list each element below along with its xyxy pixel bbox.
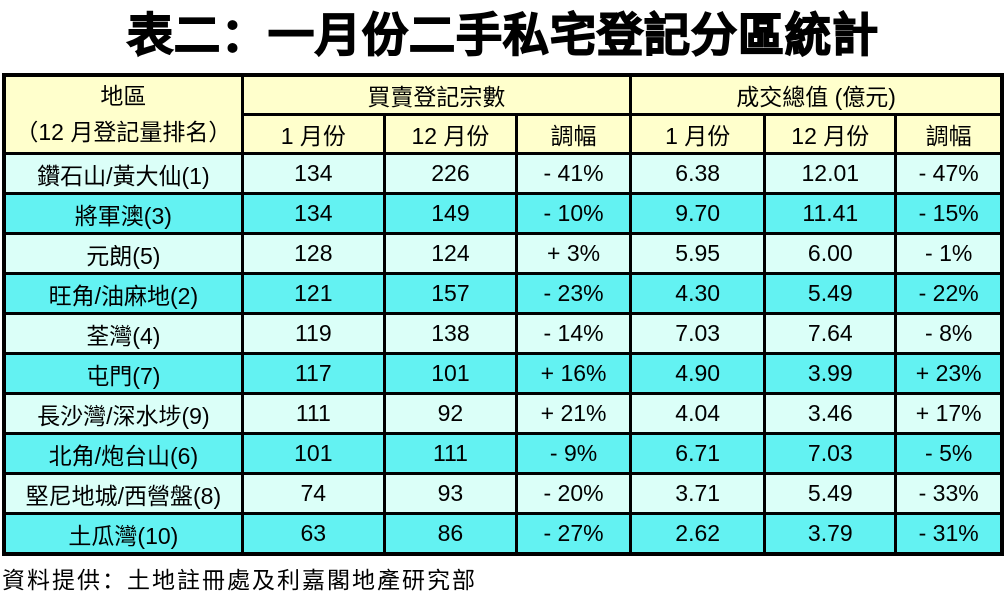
cell-value-change: - 8%	[894, 312, 1004, 355]
cell-value-change: - 33%	[894, 472, 1004, 515]
cell-dec-count: 226	[382, 152, 519, 195]
cell-jan-value: 7.03	[629, 312, 767, 355]
header-row-groups: 地區 （12 月登記量排名） 買賣登記宗數 成交總值 (億元)	[2, 73, 1004, 155]
cell-region: 旺角/油麻地(2)	[2, 272, 244, 315]
cell-dec-value: 3.79	[763, 512, 898, 556]
district-stats-table: 地區 （12 月登記量排名） 買賣登記宗數 成交總值 (億元) 1 月份 12 …	[2, 73, 1004, 556]
cell-count-change: - 23%	[514, 272, 633, 315]
cell-count-change: - 14%	[514, 312, 633, 355]
cell-jan-count: 128	[240, 232, 386, 275]
cell-region: 將軍澳(3)	[2, 192, 244, 235]
cell-count-change: + 3%	[514, 232, 633, 275]
header-row-sub: 1 月份 12 月份 調幅 1 月份 12 月份 調幅	[4, 113, 1004, 155]
cell-region: 土瓜灣(10)	[2, 512, 244, 556]
header-count-change: 調幅	[514, 113, 633, 155]
table-row: 屯門(7) 117 101 + 16% 4.90 3.99 + 23%	[2, 352, 1004, 395]
cell-value-change: - 22%	[894, 272, 1004, 315]
cell-jan-count: 111	[240, 392, 386, 435]
cell-dec-count: 101	[382, 352, 519, 395]
table-row: 北角/炮台山(6) 101 111 - 9% 6.71 7.03 - 5%	[2, 432, 1004, 475]
cell-jan-count: 134	[240, 192, 386, 235]
cell-count-change: - 27%	[514, 512, 633, 556]
cell-dec-count: 124	[382, 232, 519, 275]
cell-count-change: - 20%	[514, 472, 633, 515]
cell-count-change: - 10%	[514, 192, 633, 235]
cell-jan-value: 4.04	[629, 392, 767, 435]
table-row: 將軍澳(3) 134 149 - 10% 9.70 11.41 - 15%	[2, 192, 1004, 235]
cell-value-change: + 23%	[894, 352, 1004, 395]
cell-dec-value: 5.49	[763, 472, 898, 515]
cell-region: 長沙灣/深水埗(9)	[2, 392, 244, 435]
cell-value-change: + 17%	[894, 392, 1004, 435]
cell-jan-value: 6.71	[629, 432, 767, 475]
cell-dec-value: 7.03	[763, 432, 898, 475]
cell-value-change: - 47%	[894, 152, 1004, 195]
cell-jan-value: 4.30	[629, 272, 767, 315]
cell-jan-count: 63	[240, 512, 386, 556]
cell-region: 荃灣(4)	[2, 312, 244, 355]
header-region-line1: 地區	[100, 82, 147, 109]
cell-region: 元朗(5)	[2, 232, 244, 275]
cell-dec-value: 3.99	[763, 352, 898, 395]
cell-region: 鑽石山/黃大仙(1)	[2, 152, 244, 195]
cell-region: 北角/炮台山(6)	[2, 432, 244, 475]
cell-count-change: - 9%	[514, 432, 633, 475]
header-value-jan: 1 月份	[629, 113, 767, 155]
table-row: 土瓜灣(10) 63 86 - 27% 2.62 3.79 - 31%	[2, 512, 1004, 556]
table-row: 鑽石山/黃大仙(1) 134 226 - 41% 6.38 12.01 - 47…	[2, 152, 1004, 195]
header-count-dec: 12 月份	[382, 113, 519, 155]
cell-dec-value: 12.01	[763, 152, 898, 195]
header-group-registrations: 買賣登記宗數	[240, 73, 633, 116]
cell-value-change: - 1%	[894, 232, 1004, 275]
cell-dec-value: 6.00	[763, 232, 898, 275]
cell-jan-count: 117	[240, 352, 386, 395]
cell-dec-count: 149	[382, 192, 519, 235]
cell-jan-value: 3.71	[629, 472, 767, 515]
cell-region: 堅尼地城/西營盤(8)	[2, 472, 244, 515]
cell-jan-count: 121	[240, 272, 386, 315]
cell-value-change: - 5%	[894, 432, 1004, 475]
cell-dec-value: 7.64	[763, 312, 898, 355]
cell-region: 屯門(7)	[2, 352, 244, 395]
cell-count-change: - 41%	[514, 152, 633, 195]
header-count-jan: 1 月份	[240, 113, 386, 155]
cell-dec-count: 157	[382, 272, 519, 315]
cell-dec-count: 138	[382, 312, 519, 355]
cell-dec-count: 93	[382, 472, 519, 515]
header-group-value: 成交總值 (億元)	[629, 73, 1004, 116]
cell-jan-count: 119	[240, 312, 386, 355]
cell-jan-value: 6.38	[629, 152, 767, 195]
cell-count-change: + 21%	[514, 392, 633, 435]
cell-jan-value: 9.70	[629, 192, 767, 235]
cell-count-change: + 16%	[514, 352, 633, 395]
header-value-change: 調幅	[894, 113, 1004, 155]
header-region-line2: （12 月登記量排名）	[15, 118, 232, 145]
cell-dec-value: 11.41	[763, 192, 898, 235]
cell-dec-count: 86	[382, 512, 519, 556]
cell-dec-count: 111	[382, 432, 519, 475]
cell-dec-value: 3.46	[763, 392, 898, 435]
page-title: 表二：一月份二手私宅登記分區統計	[126, 8, 879, 62]
cell-dec-count: 92	[382, 392, 519, 435]
cell-value-change: - 15%	[894, 192, 1004, 235]
source-note: 資料提供：土地註冊處及利嘉閣地產研究部	[2, 568, 477, 593]
table-row: 荃灣(4) 119 138 - 14% 7.03 7.64 - 8%	[2, 312, 1004, 355]
cell-dec-value: 5.49	[763, 272, 898, 315]
table-row: 長沙灣/深水埗(9) 111 92 + 21% 4.04 3.46 + 17%	[2, 392, 1004, 435]
header-region: 地區 （12 月登記量排名）	[2, 73, 244, 155]
cell-jan-count: 134	[240, 152, 386, 195]
cell-jan-value: 2.62	[629, 512, 767, 556]
cell-value-change: - 31%	[894, 512, 1004, 556]
header-value-dec: 12 月份	[763, 113, 898, 155]
cell-jan-value: 5.95	[629, 232, 767, 275]
table-row: 元朗(5) 128 124 + 3% 5.95 6.00 - 1%	[2, 232, 1004, 275]
table-row: 堅尼地城/西營盤(8) 74 93 - 20% 3.71 5.49 - 33%	[2, 472, 1004, 515]
table-row: 旺角/油麻地(2) 121 157 - 23% 4.30 5.49 - 22%	[2, 272, 1004, 315]
cell-jan-count: 74	[240, 472, 386, 515]
cell-jan-count: 101	[240, 432, 386, 475]
cell-jan-value: 4.90	[629, 352, 767, 395]
